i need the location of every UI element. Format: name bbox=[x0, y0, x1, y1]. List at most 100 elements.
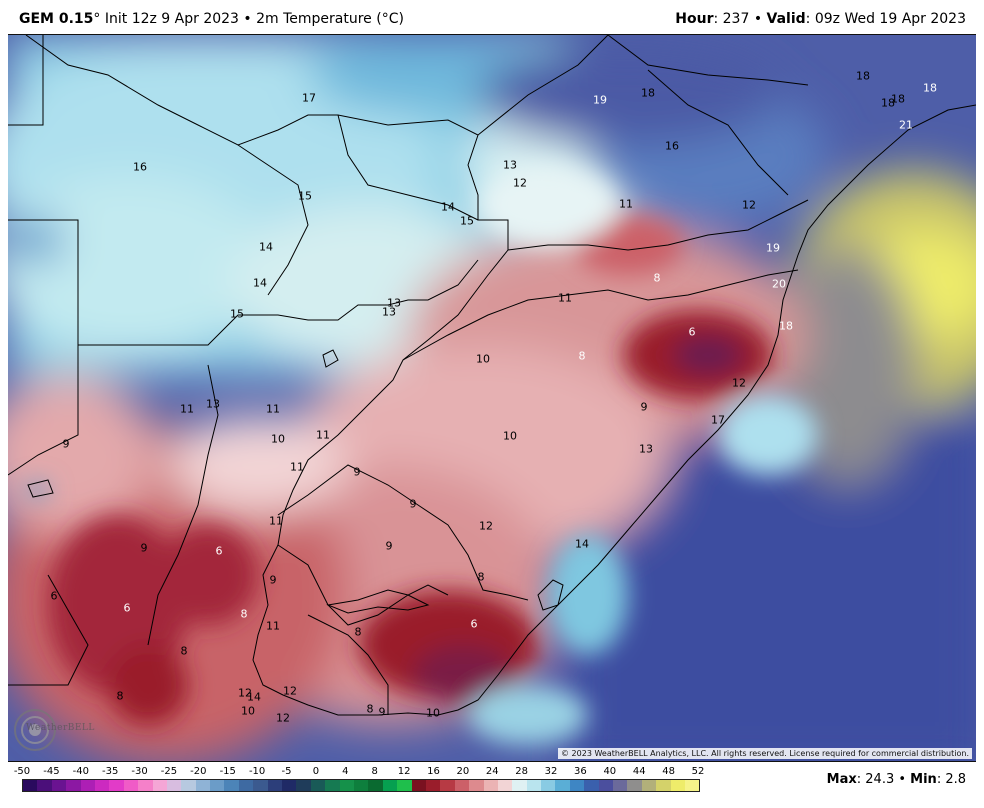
temperature-label: 9 bbox=[640, 400, 648, 414]
temperature-label: 12 bbox=[238, 686, 252, 700]
logo-text: WeatherBELL bbox=[26, 723, 95, 733]
color-swatch bbox=[138, 780, 153, 791]
color-swatch bbox=[368, 780, 383, 791]
temperature-label: 11 bbox=[558, 291, 572, 305]
legend-tick: 24 bbox=[485, 766, 499, 777]
temperature-label: 8 bbox=[477, 570, 485, 584]
color-swatch bbox=[339, 780, 354, 791]
color-swatch bbox=[627, 780, 642, 791]
legend-tick: 8 bbox=[371, 766, 378, 777]
model-name: GEM 0.15 bbox=[19, 11, 94, 27]
temperature-label: 8 bbox=[240, 607, 248, 621]
legend-tick: -10 bbox=[248, 766, 266, 777]
color-swatch bbox=[512, 780, 527, 791]
max-value: : 24.3 • bbox=[856, 772, 911, 787]
temperature-label: 17 bbox=[711, 413, 725, 427]
color-swatch bbox=[569, 780, 585, 791]
temperature-label: 15 bbox=[230, 307, 244, 321]
legend-tick: -5 bbox=[281, 766, 292, 777]
temperature-label: 9 bbox=[409, 497, 417, 511]
color-swatch bbox=[282, 780, 297, 791]
valid-value: : 09z Wed 19 Apr 2023 bbox=[805, 11, 966, 27]
temperature-label: 11 bbox=[619, 197, 633, 211]
legend-tick: 48 bbox=[662, 766, 675, 777]
temperature-label: 8 bbox=[366, 702, 374, 716]
temperature-label: 13 bbox=[387, 296, 401, 310]
legend-tick: -25 bbox=[160, 766, 178, 777]
temperature-label: 9 bbox=[62, 437, 70, 451]
color-swatch bbox=[353, 780, 369, 791]
legend-tick: 16 bbox=[427, 766, 440, 777]
hour-label: Hour bbox=[675, 11, 714, 27]
color-swatch bbox=[483, 780, 498, 791]
color-swatch bbox=[37, 780, 52, 791]
color-swatch bbox=[397, 780, 412, 791]
legend-tick: -30 bbox=[131, 766, 148, 777]
color-swatch bbox=[51, 780, 67, 791]
color-swatch bbox=[296, 780, 311, 791]
temperature-label: 18 bbox=[891, 92, 905, 106]
hour-value: : 237 • bbox=[713, 11, 767, 27]
color-swatch bbox=[541, 780, 556, 791]
temperature-label: 18 bbox=[641, 86, 655, 100]
temperature-label: 6 bbox=[215, 544, 223, 558]
temperature-label: 13 bbox=[382, 305, 396, 319]
color-swatch bbox=[555, 780, 570, 791]
temperature-label: 11 bbox=[269, 514, 283, 528]
legend-tick: 32 bbox=[544, 766, 558, 777]
temperature-label: 8 bbox=[116, 689, 124, 703]
color-swatch bbox=[310, 780, 326, 791]
color-swatch bbox=[684, 780, 700, 791]
temperature-label: 14 bbox=[247, 690, 261, 704]
temperature-map[interactable]: 17 16 15 14 14 15 13 13 14 15 13 12 19 18 16 18 18 18 18 21… bbox=[8, 34, 976, 762]
color-swatch bbox=[66, 780, 81, 791]
temperature-label: 11 bbox=[180, 402, 194, 416]
color-swatch bbox=[425, 780, 441, 791]
legend-tick: 40 bbox=[603, 766, 617, 777]
color-swatch bbox=[411, 780, 426, 791]
legend-tick: -35 bbox=[102, 766, 119, 777]
temperature-label: 9 bbox=[353, 465, 361, 479]
legend-tick: -15 bbox=[219, 766, 236, 777]
valid-label: Valid bbox=[766, 11, 806, 27]
temperature-label: 14 bbox=[259, 240, 273, 254]
temperature-label: 14 bbox=[575, 537, 589, 551]
color-swatch bbox=[267, 780, 283, 791]
temperature-label: 19 bbox=[593, 93, 607, 107]
temperature-label: 6 bbox=[688, 325, 696, 339]
temperature-label: 15 bbox=[460, 214, 474, 228]
temperature-label: 10 bbox=[271, 432, 285, 446]
legend-tick: -40 bbox=[72, 766, 89, 777]
temperature-label: 20 bbox=[772, 277, 786, 291]
legend-tick: 36 bbox=[574, 766, 587, 777]
temperature-label: 12 bbox=[283, 684, 297, 698]
color-swatch bbox=[454, 780, 470, 791]
temperature-label: 10 bbox=[476, 352, 490, 366]
temperature-label: 15 bbox=[298, 189, 312, 203]
temperature-label: 18 bbox=[779, 319, 793, 333]
legend-tick: 0 bbox=[312, 766, 320, 777]
temperature-label: 9 bbox=[385, 539, 393, 553]
legend-tick: -50 bbox=[13, 766, 31, 777]
color-swatch bbox=[382, 780, 398, 791]
color-swatch bbox=[656, 780, 671, 791]
temperature-label: 8 bbox=[180, 644, 188, 658]
temperature-label: 18 bbox=[923, 81, 937, 95]
model-title: GEM 0.15° Init 12z 9 Apr 2023 • 2m Tempe… bbox=[19, 11, 404, 27]
color-swatch bbox=[469, 780, 484, 791]
color-swatch bbox=[238, 780, 254, 791]
temperature-label: 18 bbox=[881, 96, 895, 110]
color-swatch bbox=[641, 780, 657, 791]
legend-tick: 20 bbox=[456, 766, 470, 777]
temperature-label: 21 bbox=[899, 118, 913, 132]
color-swatch bbox=[23, 780, 38, 791]
legend-ticks: -50 -45 -40 -35 -30 -25 -20 -15 -10 -5 0 4 8 12 16 20 24… bbox=[8, 766, 708, 778]
map-header: GEM 0.15° Init 12z 9 Apr 2023 • 2m Tempe… bbox=[0, 0, 984, 34]
temperature-label: 12 bbox=[732, 376, 746, 390]
temperature-label: 19 bbox=[766, 241, 780, 255]
color-swatch bbox=[109, 780, 124, 791]
color-swatch bbox=[195, 780, 211, 791]
legend-tick: 28 bbox=[515, 766, 529, 777]
temperature-label: 10 bbox=[426, 706, 440, 720]
temperature-label: 12 bbox=[276, 711, 290, 725]
